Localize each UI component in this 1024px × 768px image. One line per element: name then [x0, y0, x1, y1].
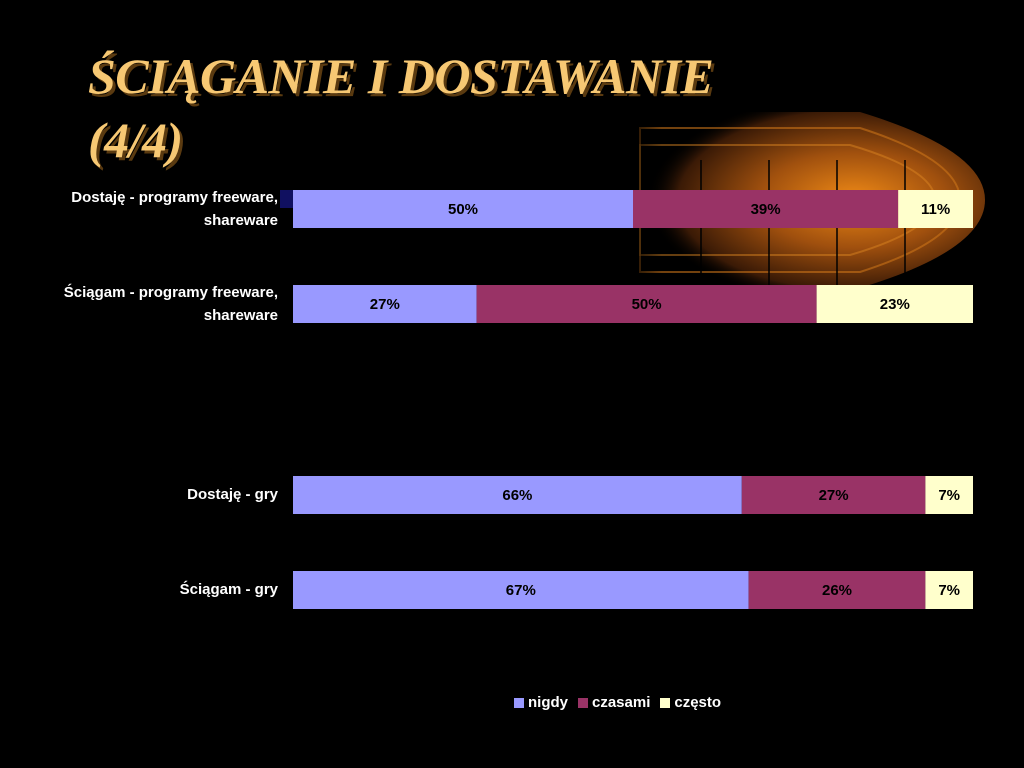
legend-swatch-czasami — [578, 697, 588, 708]
bar-value-label-czasami-1: 50% — [632, 296, 662, 313]
bar-value-label-nigdy-3: 67% — [506, 582, 536, 599]
legend-swatch-czesto — [660, 697, 671, 708]
bar-segment-czasami-3 — [748, 571, 926, 609]
bar-value-label-czasami-3: 26% — [822, 582, 852, 599]
bar-value-label-nigdy-2: 66% — [502, 487, 532, 504]
bar-segment-często-1 — [816, 285, 973, 323]
legend-item-czesto: często — [660, 694, 721, 711]
bar-segment-czasami-2 — [741, 476, 926, 514]
bar-value-label-często-3: 7% — [938, 582, 960, 599]
bar-value-label-często-1: 23% — [880, 296, 910, 313]
category-label-1: Ściągam - programy freeware, shareware — [63, 284, 278, 324]
category-label-3: Ściągam - gry — [179, 581, 278, 598]
bar-segment-często-0 — [898, 190, 973, 228]
bar-segment-nigdy-2 — [293, 476, 742, 514]
bar-segment-czasami-0 — [633, 190, 899, 228]
bar-value-label-często-0: 11% — [921, 201, 950, 218]
slide-title-line-1: ŚCIĄGANIE I DOSTAWANIE — [88, 48, 714, 104]
bar-value-label-czasami-0: 39% — [751, 201, 781, 218]
bar-segment-czasami-1 — [476, 285, 817, 323]
slide-title: ŚCIĄGANIE I DOSTAWANIE (4/4) — [88, 44, 928, 172]
legend-item-nigdy: nigdy — [514, 694, 568, 711]
category-label-0: Dostaję - programy freeware, shareware — [71, 189, 278, 229]
bar-value-label-nigdy-0: 50% — [448, 201, 478, 218]
bar-segment-często-2 — [925, 476, 973, 514]
bar-segment-nigdy-0 — [293, 190, 633, 228]
bar-segment-często-3 — [925, 571, 973, 609]
legend-label-czasami: czasami — [592, 694, 651, 711]
legend-label-czesto: często — [674, 694, 722, 711]
slide-title-line-2: (4/4) — [88, 112, 183, 168]
bar-segment-nigdy-1 — [293, 285, 477, 323]
bar-value-label-czasami-2: 27% — [819, 487, 849, 504]
bar-value-label-nigdy-1: 27% — [370, 296, 400, 313]
legend-label-nigdy: nigdy — [528, 694, 568, 711]
legend-swatch-nigdy — [514, 697, 524, 708]
category-label-2: Dostaję - gry — [187, 486, 278, 503]
bar-segment-nigdy-3 — [293, 571, 749, 609]
bar-value-label-często-2: 7% — [938, 487, 960, 504]
legend-item-czasami: czasami — [578, 694, 650, 711]
chart-legend: nigdy czasami często — [514, 694, 721, 711]
